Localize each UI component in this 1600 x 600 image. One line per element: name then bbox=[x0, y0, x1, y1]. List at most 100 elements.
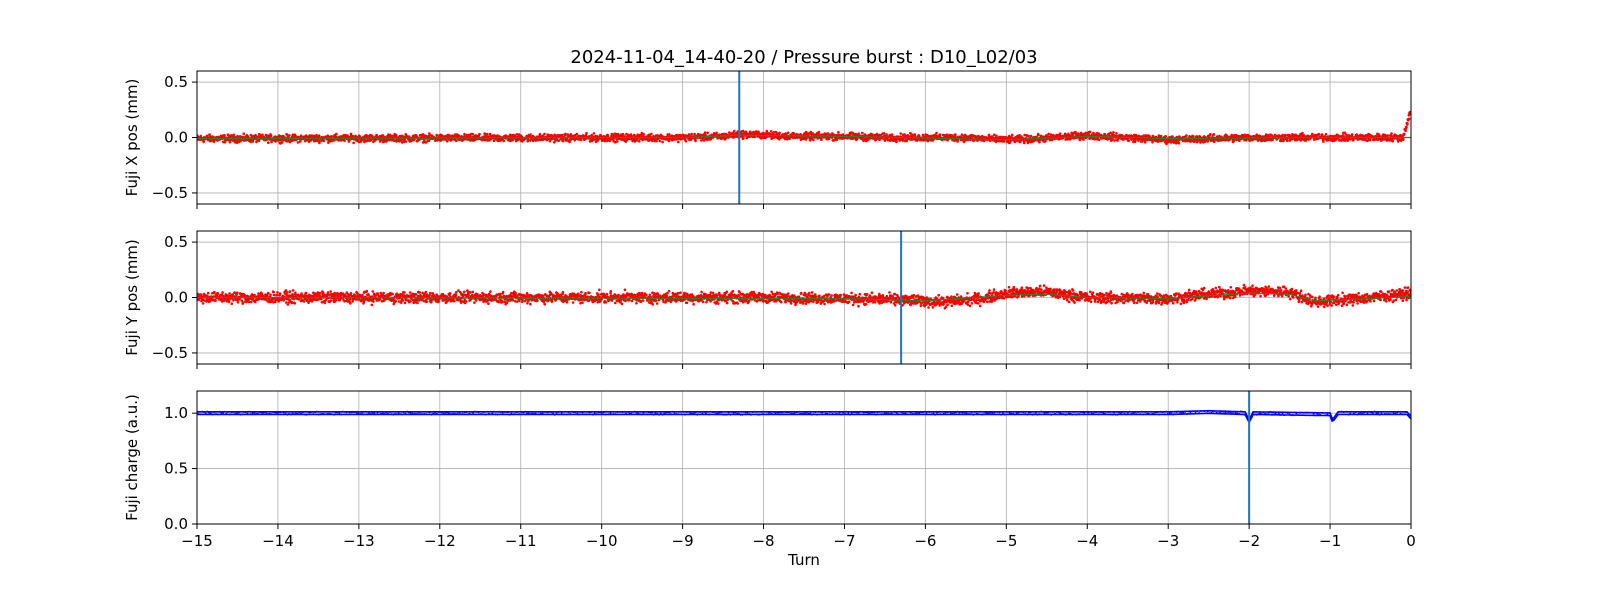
position-point bbox=[960, 133, 964, 136]
position-point bbox=[529, 302, 532, 306]
position-point bbox=[1037, 133, 1040, 137]
position-point bbox=[202, 140, 205, 144]
position-point bbox=[871, 133, 874, 136]
position-point bbox=[1185, 134, 1188, 137]
position-point bbox=[293, 302, 297, 305]
position-point bbox=[274, 300, 277, 304]
position-point bbox=[285, 133, 289, 136]
position-point bbox=[584, 134, 588, 137]
position-point bbox=[285, 140, 289, 143]
position-point bbox=[213, 290, 216, 294]
position-point bbox=[655, 139, 658, 143]
position-point bbox=[658, 139, 661, 143]
position-point bbox=[227, 138, 230, 142]
position-point bbox=[445, 140, 449, 143]
position-point bbox=[560, 133, 564, 137]
position-point bbox=[230, 302, 234, 306]
position-point bbox=[511, 299, 515, 302]
position-point bbox=[206, 291, 210, 295]
position-point bbox=[575, 132, 579, 136]
position-point bbox=[1002, 140, 1006, 143]
position-point bbox=[249, 140, 252, 144]
position-point bbox=[1044, 140, 1047, 143]
position-point bbox=[642, 133, 645, 136]
position-point bbox=[1097, 138, 1101, 141]
position-point bbox=[241, 301, 245, 304]
position-point bbox=[462, 290, 466, 294]
position-point bbox=[693, 132, 696, 136]
position-point bbox=[501, 290, 505, 294]
position-point bbox=[677, 140, 680, 144]
data-layer bbox=[197, 110, 1411, 146]
position-point bbox=[812, 138, 815, 142]
position-point bbox=[317, 134, 321, 137]
position-point bbox=[650, 132, 653, 136]
position-point bbox=[541, 134, 545, 138]
position-point bbox=[485, 132, 489, 136]
position-point bbox=[585, 131, 588, 135]
position-point bbox=[895, 140, 898, 144]
position-point bbox=[1350, 133, 1354, 136]
position-point bbox=[564, 132, 567, 136]
position-point bbox=[242, 132, 245, 135]
position-point bbox=[1027, 134, 1030, 138]
position-point bbox=[1047, 132, 1050, 136]
position-point bbox=[1177, 141, 1181, 145]
position-point bbox=[272, 290, 276, 294]
position-point bbox=[606, 135, 610, 138]
position-point bbox=[684, 137, 687, 140]
position-point bbox=[709, 138, 713, 141]
position-point bbox=[326, 291, 330, 294]
position-point bbox=[742, 136, 745, 140]
position-point bbox=[223, 134, 226, 137]
position-point bbox=[374, 139, 377, 142]
position-point bbox=[568, 140, 571, 144]
position-point bbox=[322, 139, 326, 143]
position-point bbox=[826, 132, 830, 135]
position-point bbox=[855, 137, 859, 141]
position-point bbox=[582, 134, 585, 137]
position-point bbox=[401, 299, 405, 302]
position-point bbox=[1212, 140, 1216, 143]
position-point bbox=[427, 139, 431, 143]
position-point bbox=[913, 134, 917, 137]
position-point bbox=[1171, 135, 1174, 138]
position-point bbox=[382, 291, 385, 295]
position-point bbox=[374, 294, 377, 298]
position-point bbox=[557, 139, 561, 142]
position-point bbox=[1088, 130, 1092, 134]
position-point bbox=[1023, 141, 1026, 145]
position-point bbox=[848, 133, 852, 137]
position-point bbox=[938, 133, 942, 136]
position-point bbox=[817, 130, 821, 134]
position-point bbox=[250, 300, 253, 304]
position-point bbox=[820, 138, 823, 141]
position-point bbox=[1127, 139, 1131, 142]
position-point bbox=[1402, 138, 1405, 141]
position-point bbox=[468, 291, 472, 294]
position-point bbox=[201, 302, 205, 305]
position-point bbox=[1390, 132, 1393, 135]
position-point bbox=[288, 134, 291, 137]
position-point bbox=[745, 136, 749, 140]
position-point bbox=[475, 299, 478, 302]
position-point bbox=[269, 134, 273, 137]
position-point bbox=[349, 302, 352, 305]
position-point bbox=[732, 129, 736, 133]
position-point bbox=[857, 132, 861, 135]
position-point bbox=[290, 139, 294, 142]
position-point bbox=[1115, 132, 1118, 135]
position-point bbox=[370, 134, 374, 137]
position-point bbox=[827, 137, 831, 140]
position-point bbox=[404, 140, 408, 143]
position-point bbox=[296, 141, 300, 144]
position-point bbox=[454, 139, 458, 142]
position-point bbox=[463, 132, 466, 136]
position-point bbox=[489, 290, 492, 293]
position-point bbox=[1317, 133, 1321, 136]
position-point bbox=[473, 301, 476, 304]
position-point bbox=[304, 139, 307, 143]
